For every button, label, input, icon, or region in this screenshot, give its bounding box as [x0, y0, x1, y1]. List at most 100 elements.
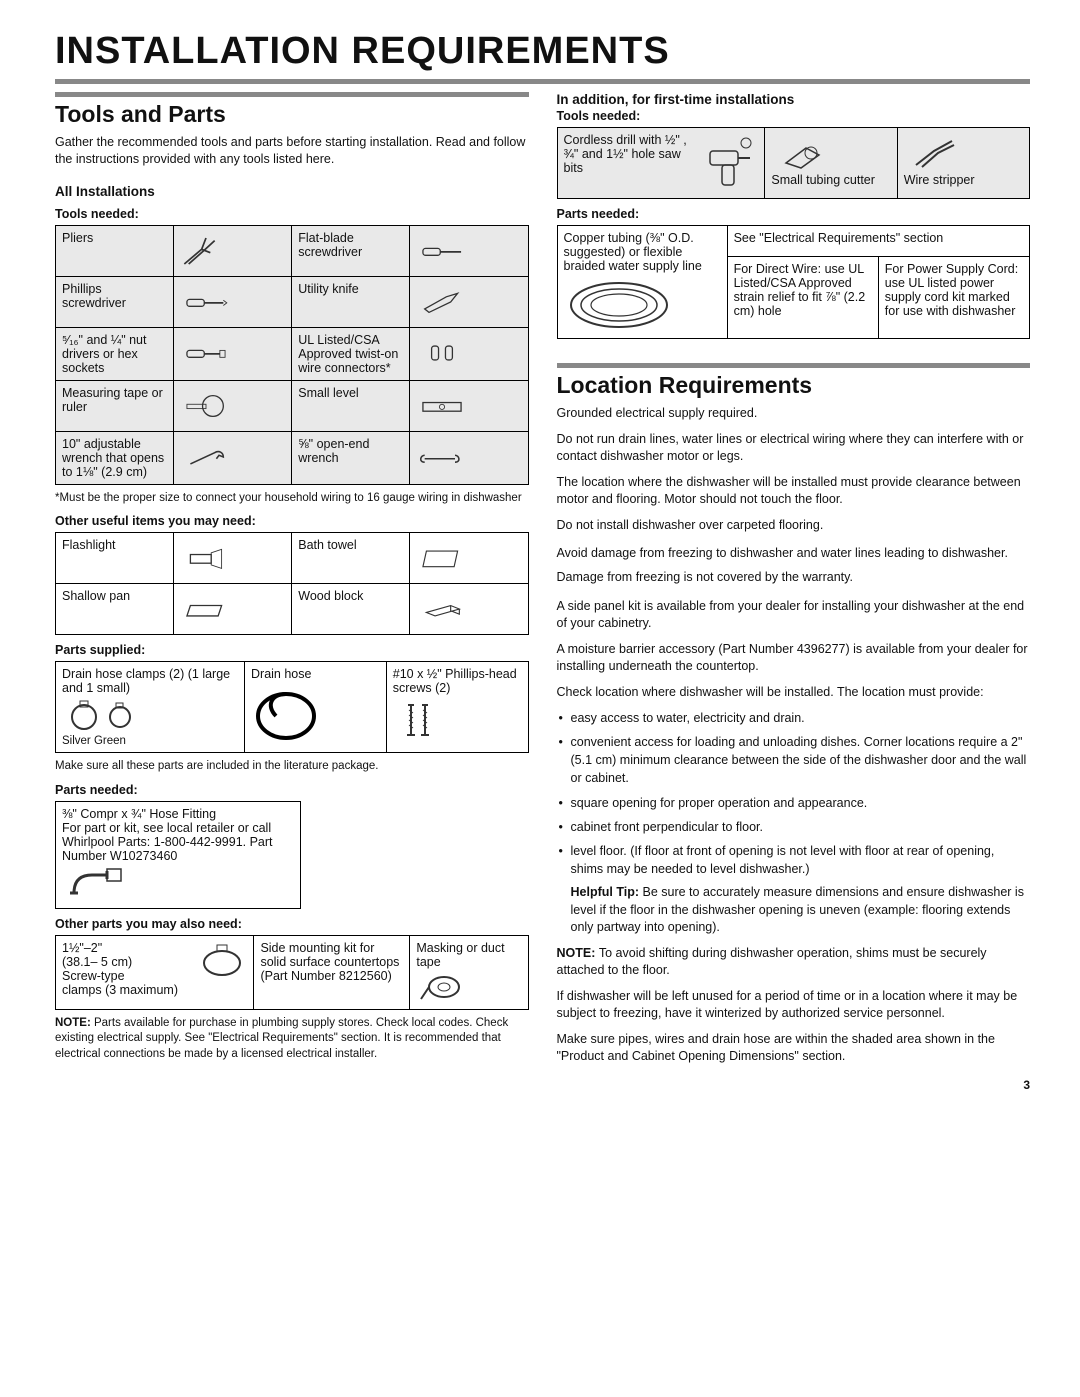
parts-needed-head: Parts needed: [55, 783, 529, 797]
ft-parts-table: Copper tubing (⅜" O.D. suggested) or fle… [557, 225, 1031, 339]
ft-part-label: For Direct Wire: use UL Listed/CSA Appro… [734, 262, 866, 318]
page-title: INSTALLATION REQUIREMENTS [55, 30, 1030, 73]
drill-icon [698, 133, 758, 193]
other-part-label: Masking or duct tape [416, 941, 521, 969]
tools-needed-label: Tools needed: [55, 207, 529, 221]
level-icon [416, 386, 468, 426]
screwdriver-icon [416, 231, 468, 271]
supplied-label: Drain hose [251, 667, 380, 681]
towel-icon [416, 538, 468, 578]
tools-table: Pliers Flat-blade screwdriver Phillips s… [55, 225, 529, 485]
pan-icon [180, 589, 232, 629]
item-label: Bath towel [298, 538, 356, 552]
bottom-note-text: Parts available for purchase in plumbing… [55, 1017, 508, 1060]
ft-tools-needed: Tools needed: [557, 109, 1031, 123]
tool-label: Measuring tape or ruler [62, 386, 163, 414]
useful-table: Flashlight Bath towel Shallow pan Wood b… [55, 532, 529, 635]
pliers-icon [180, 231, 232, 271]
bottom-note: NOTE: Parts available for purchase in pl… [55, 1016, 529, 1063]
tool-label: Small level [298, 386, 358, 400]
supplied-note: Make sure all these parts are included i… [55, 759, 529, 775]
bullet-item: level floor. (If floor at front of openi… [571, 842, 1031, 878]
fitting-text: ⅜" Compr x ¾" Hose Fitting For part or k… [62, 807, 294, 863]
tubing-icon [564, 273, 674, 333]
supplied-table: Drain hose clamps (2) (1 large and 1 sma… [55, 661, 529, 753]
intro-text: Gather the recommended tools and parts b… [55, 134, 529, 168]
other-useful-head: Other useful items you may need: [55, 514, 529, 528]
tools-parts-heading: Tools and Parts [55, 101, 529, 128]
all-installations-head: All Installations [55, 184, 529, 199]
wirenut-icon [416, 333, 468, 373]
bullet-item: square opening for proper operation and … [571, 794, 1031, 812]
loc-p7: A moisture barrier accessory (Part Numbe… [557, 641, 1031, 676]
fitting-icon [62, 863, 132, 903]
nutdriver-icon [180, 333, 232, 373]
bullet-item: cabinet front perpendicular to floor. [571, 818, 1031, 836]
needed-table: ⅜" Compr x ¾" Hose Fitting For part or k… [55, 801, 301, 909]
phillips-icon [180, 282, 232, 322]
loc-p10: Make sure pipes, wires and drain hose ar… [557, 1031, 1031, 1066]
location-req-head: Location Requirements [557, 372, 1031, 399]
loc-p6: A side panel kit is available from your … [557, 598, 1031, 633]
ft-parts-needed: Parts needed: [557, 207, 1031, 221]
loc-p3: The location where the dishwasher will b… [557, 474, 1031, 509]
supplied-label: Drain hose clamps (2) (1 large and 1 sma… [62, 667, 238, 695]
tape-icon [180, 386, 232, 426]
openwrench-icon [416, 437, 468, 477]
supplied-sublabel: Silver Green [62, 735, 238, 747]
stripper-icon [904, 133, 964, 173]
other-part-label: Side mounting kit for solid surface coun… [260, 941, 399, 983]
title-rule [55, 79, 1030, 84]
knife-icon [416, 282, 468, 322]
ft-tool-label: Small tubing cutter [771, 173, 890, 187]
wood-icon [416, 589, 468, 629]
right-column: In addition, for first-time installation… [557, 92, 1031, 1074]
tool-label: Phillips screwdriver [62, 282, 126, 310]
shim-note: NOTE: To avoid shifting during dishwashe… [557, 945, 1031, 980]
screws-icon [393, 695, 443, 745]
loc-p4: Do not install dishwasher over carpeted … [557, 517, 1031, 535]
ft-part-label: For Power Supply Cord: use UL listed pow… [885, 262, 1018, 318]
left-column: Tools and Parts Gather the recommended t… [55, 92, 529, 1074]
loc-p5: Avoid damage from freezing to dishwasher… [557, 542, 1031, 590]
loc-p2: Do not run drain lines, water lines or e… [557, 431, 1031, 466]
other-part-label: 1½"–2" (38.1– 5 cm) Screw-type clamps (3… [62, 941, 193, 997]
tool-label: ⅝" open-end wrench [298, 437, 369, 465]
bullet-item: easy access to water, electricity and dr… [571, 709, 1031, 727]
helpful-tip: Helpful Tip: Be sure to accurately measu… [557, 884, 1031, 937]
columns: Tools and Parts Gather the recommended t… [55, 92, 1030, 1074]
note-text: To avoid shifting during dishwasher oper… [557, 946, 987, 978]
section-rule [55, 92, 529, 97]
addition-head: In addition, for first-time installation… [557, 92, 1031, 107]
clamps-icon [62, 695, 152, 735]
loc-p9: If dishwasher will be left unused for a … [557, 988, 1031, 1023]
note-label: NOTE: [557, 946, 599, 960]
section-rule [557, 363, 1031, 368]
cutter-icon [771, 133, 831, 173]
tip-label: Helpful Tip: [571, 885, 643, 899]
ft-tool-label: Wire stripper [904, 173, 1023, 187]
ft-tools-table: Cordless drill with ½" , ¾" and 1½" hole… [557, 127, 1031, 199]
parts-supplied-head: Parts supplied: [55, 643, 529, 657]
ft-tool-label: Cordless drill with ½" , ¾" and 1½" hole… [564, 133, 695, 193]
flashlight-icon [180, 538, 232, 578]
tool-label: Pliers [62, 231, 93, 245]
other-parts-table: 1½"–2" (38.1– 5 cm) Screw-type clamps (3… [55, 935, 529, 1010]
hose-icon [251, 681, 321, 741]
item-label: Wood block [298, 589, 363, 603]
tool-label: ⁵⁄₁₆" and ¼" nut drivers or hex sockets [62, 333, 146, 375]
loc-p1: Grounded electrical supply required. [557, 405, 1031, 423]
tool-label: 10" adjustable wrench that opens to 1⅛" … [62, 437, 164, 479]
ft-part-label: See "Electrical Requirements" section [734, 231, 944, 245]
tape-roll-icon [416, 969, 466, 1004]
location-bullets: easy access to water, electricity and dr… [557, 709, 1031, 878]
other-parts-head: Other parts you may also need: [55, 917, 529, 931]
tool-label: Utility knife [298, 282, 358, 296]
item-label: Shallow pan [62, 589, 130, 603]
loc-p8: Check location where dishwasher will be … [557, 684, 1031, 702]
item-label: Flashlight [62, 538, 116, 552]
asterisk-note: *Must be the proper size to connect your… [55, 491, 529, 507]
tool-label: Flat-blade screwdriver [298, 231, 362, 259]
tool-label: UL Listed/CSA Approved twist-on wire con… [298, 333, 398, 375]
supplied-label: #10 x ½" Phillips-head screws (2) [393, 667, 522, 695]
